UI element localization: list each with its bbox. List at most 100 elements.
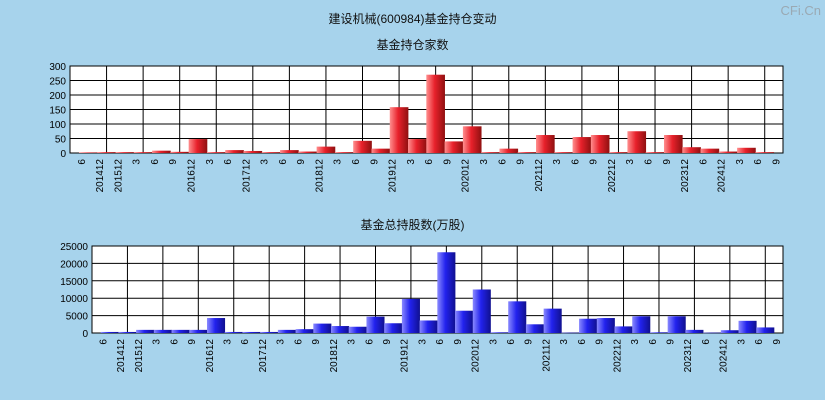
- y-tick-label: 300: [49, 62, 66, 73]
- bar: [481, 152, 500, 153]
- x-tick-label: 9: [168, 159, 179, 165]
- x-tick-label: 6: [497, 159, 508, 165]
- x-tick-label: 3: [735, 159, 746, 165]
- bar: [536, 135, 555, 153]
- bar: [755, 152, 775, 153]
- x-tick-label: 6: [278, 159, 289, 165]
- bar: [426, 74, 445, 153]
- y-tick-label: 10000: [60, 294, 88, 305]
- bar: [572, 137, 592, 153]
- bar: [472, 289, 491, 333]
- x-tick-label: 3: [488, 339, 499, 345]
- bar: [756, 327, 775, 333]
- x-tick-label: 202112: [541, 339, 552, 372]
- x-tick-label: 202212: [612, 339, 623, 373]
- y-tick-label: 15000: [60, 277, 88, 288]
- bar: [632, 316, 651, 333]
- x-tick-label: 6: [701, 339, 712, 345]
- bar: [384, 323, 403, 333]
- x-tick-label: 9: [369, 159, 380, 165]
- bar: [152, 150, 171, 153]
- bar: [100, 331, 119, 333]
- chart1-title: 基金持仓家数: [376, 38, 449, 52]
- bar: [188, 139, 208, 153]
- bar: [437, 252, 456, 333]
- x-tick-label: 3: [260, 159, 271, 165]
- chart2-title: 基金总持股数(万股): [360, 218, 465, 232]
- page-title: 建设机械(600984)基金持仓变动: [328, 12, 497, 26]
- y-tick-label: 200: [49, 91, 66, 102]
- bar: [366, 316, 385, 333]
- bar: [401, 298, 420, 333]
- x-tick-label: 201812: [314, 159, 325, 193]
- x-tick-label: 9: [589, 159, 600, 165]
- bar: [667, 316, 686, 333]
- bar: [136, 329, 155, 333]
- x-tick-label: 6: [150, 159, 161, 165]
- bar: [543, 308, 562, 333]
- bar: [561, 332, 580, 334]
- bar: [295, 329, 314, 333]
- bar: [260, 331, 279, 333]
- x-tick-label: 9: [662, 159, 673, 165]
- x-tick-label: 6: [435, 339, 446, 345]
- bar: [419, 320, 438, 333]
- x-tick-label: 202012: [461, 159, 472, 193]
- x-tick-label: 6: [753, 159, 764, 165]
- bar: [389, 107, 409, 153]
- x-tick-label: 6: [506, 339, 517, 345]
- x-tick-label: 3: [736, 339, 747, 345]
- bar: [596, 318, 615, 333]
- y-tick-label: 100: [49, 120, 66, 131]
- bar: [649, 332, 669, 333]
- x-tick-label: 9: [595, 339, 606, 345]
- x-tick-label: 6: [698, 159, 709, 165]
- x-tick-label: 3: [132, 159, 143, 165]
- bar: [313, 323, 332, 333]
- x-tick-label: 6: [293, 339, 304, 345]
- bar: [554, 152, 573, 153]
- x-tick-label: 202212: [607, 159, 618, 193]
- x-tick-label: 201512: [134, 339, 145, 373]
- x-tick-label: 3: [223, 339, 234, 345]
- x-tick-label: 6: [169, 339, 180, 345]
- x-tick-label: 9: [296, 159, 307, 165]
- bar: [206, 152, 226, 153]
- bar: [682, 147, 701, 153]
- x-tick-label: 202412: [719, 339, 730, 373]
- bar: [280, 150, 299, 153]
- bar: [579, 318, 598, 333]
- x-tick-label: 9: [453, 339, 464, 345]
- x-tick-label: 6: [240, 339, 251, 345]
- bar: [490, 332, 509, 333]
- x-tick-label: 6: [648, 339, 659, 345]
- x-tick-label: 6: [424, 159, 435, 165]
- x-tick-label: 3: [333, 159, 344, 165]
- x-tick-label: 202312: [683, 339, 694, 373]
- y-tick-label: 50: [55, 135, 67, 146]
- y-tick-label: 5000: [66, 312, 89, 323]
- y-tick-label: 250: [49, 77, 66, 88]
- bar: [277, 329, 296, 333]
- bar: [115, 152, 135, 153]
- x-tick-label: 3: [347, 339, 358, 345]
- bar: [242, 331, 261, 333]
- x-tick-label: 3: [559, 339, 570, 345]
- x-tick-label: 6: [98, 339, 109, 345]
- bar: [590, 135, 610, 153]
- bar: [133, 152, 153, 153]
- bar: [261, 152, 281, 153]
- x-tick-label: 9: [771, 159, 782, 165]
- y-tick-label: 0: [60, 149, 66, 160]
- bar: [508, 301, 527, 333]
- x-tick-label: 201912: [388, 159, 399, 193]
- x-tick-label: 6: [577, 339, 588, 345]
- y-tick-label: 0: [82, 329, 88, 340]
- bar: [225, 150, 244, 153]
- bar: [499, 148, 519, 153]
- x-tick-label: 3: [552, 159, 563, 165]
- bar: [737, 147, 756, 153]
- x-tick-label: 9: [772, 339, 783, 345]
- bar: [718, 151, 738, 153]
